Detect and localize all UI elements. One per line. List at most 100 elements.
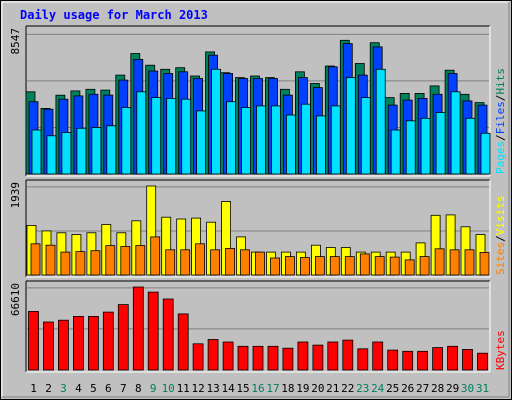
day-label: 6	[105, 382, 112, 395]
day-label: 31	[476, 382, 489, 395]
day-label: 10	[162, 382, 175, 395]
bar-sites	[135, 245, 146, 276]
day-label: 21	[326, 382, 339, 395]
bar-kbytes	[132, 286, 144, 371]
bar-sites	[449, 249, 460, 276]
bar-pages	[330, 105, 341, 175]
bar-pages	[420, 117, 431, 175]
bar-sites	[165, 249, 176, 276]
bar-sites	[434, 248, 445, 276]
side-legend-hits: Hits	[494, 68, 507, 95]
bar-pages	[31, 129, 42, 175]
panel-kbytes: 66610 KBytes	[9, 280, 507, 373]
bar-sites	[75, 251, 86, 276]
bar-pages	[465, 117, 476, 175]
y-max-label: 66610	[9, 283, 22, 316]
bar-kbytes	[357, 348, 369, 371]
side-legend-separator: /	[494, 95, 507, 102]
bar-kbytes	[222, 341, 234, 371]
day-label: 5	[90, 382, 97, 395]
bar-sites	[195, 243, 206, 276]
bar-kbytes	[342, 339, 354, 371]
side-legend: KBytes	[494, 330, 507, 370]
bar-pages	[375, 68, 386, 175]
bar-pages	[91, 127, 102, 175]
bar-pages	[241, 107, 251, 175]
bar-pages	[196, 110, 207, 175]
bar-kbytes	[372, 341, 384, 371]
bar-sites	[90, 250, 101, 276]
side-legend-separator: /	[494, 235, 507, 242]
bar-sites	[30, 243, 41, 276]
day-label: 20	[311, 382, 324, 395]
bar-sites	[60, 251, 71, 276]
day-label: 1	[30, 382, 37, 395]
bar-pages	[256, 105, 266, 175]
bar-sites	[120, 246, 131, 276]
bar-kbytes	[88, 315, 99, 371]
day-label: 25	[386, 382, 399, 395]
bar-kbytes	[432, 347, 444, 371]
side-legend-pages: Pages	[494, 141, 507, 174]
day-label: 7	[120, 382, 127, 395]
bar-sites	[180, 249, 191, 276]
day-label: 11	[177, 382, 190, 395]
bar-pages	[211, 68, 222, 175]
bar-kbytes	[147, 291, 159, 371]
bar-pages	[435, 112, 446, 175]
bar-sites	[419, 256, 430, 276]
day-label: 16	[251, 382, 264, 395]
bar-pages	[315, 115, 326, 175]
bar-pages	[450, 91, 461, 175]
day-label: 29	[446, 382, 459, 395]
bar-kbytes	[102, 311, 114, 371]
bar-sites	[240, 249, 250, 276]
bar-pages	[61, 132, 72, 175]
bar-kbytes	[252, 345, 264, 371]
day-label: 4	[75, 382, 82, 395]
y-max-label: 1939	[9, 182, 22, 209]
bar-kbytes	[402, 350, 414, 371]
day-label: 28	[431, 382, 444, 395]
bar-kbytes	[282, 347, 294, 371]
bar-pages	[181, 98, 192, 175]
bar-pages	[166, 98, 177, 175]
day-label: 23	[356, 382, 369, 395]
bar-sites	[329, 256, 340, 276]
bar-sites	[150, 236, 161, 276]
side-legend-files: Files	[494, 101, 507, 134]
bar-kbytes	[73, 315, 84, 371]
bar-kbytes	[462, 348, 473, 371]
bar-kbytes	[177, 313, 189, 371]
bar-sites	[284, 256, 295, 276]
bar-sites	[314, 256, 325, 276]
bar-sites	[225, 247, 236, 276]
side-legend-visits: Visits	[494, 196, 507, 236]
day-label: 27	[416, 382, 429, 395]
day-label: 12	[191, 382, 204, 395]
day-label: 22	[341, 382, 354, 395]
side-legend: Sites/Visits	[494, 196, 507, 276]
bar-kbytes	[207, 339, 219, 371]
bar-kbytes	[327, 341, 339, 371]
bar-kbytes	[237, 345, 249, 371]
bar-kbytes	[162, 298, 174, 371]
bar-kbytes	[267, 345, 279, 371]
bar-pages	[285, 114, 296, 175]
bar-sites	[359, 253, 370, 276]
chart-title: Daily usage for March 2013	[20, 8, 208, 22]
bar-pages	[151, 97, 162, 175]
bar-sites	[270, 257, 280, 276]
panels: 8547Pages/Files/Hits1939Sites/Visits6661…	[9, 25, 507, 373]
day-axis-labels: 1 2 3 4 5 6 7 8 9 10 11 12 13 14 15 16 17 18 19 20 21 22 23 24 2…	[30, 382, 489, 395]
day-label: 24	[371, 382, 385, 395]
bar-pages	[136, 91, 147, 175]
bar-pages	[360, 97, 371, 175]
bar-sites	[210, 249, 221, 276]
bar-kbytes	[477, 352, 488, 371]
bar-pages	[226, 101, 237, 175]
day-label: 19	[296, 382, 309, 395]
